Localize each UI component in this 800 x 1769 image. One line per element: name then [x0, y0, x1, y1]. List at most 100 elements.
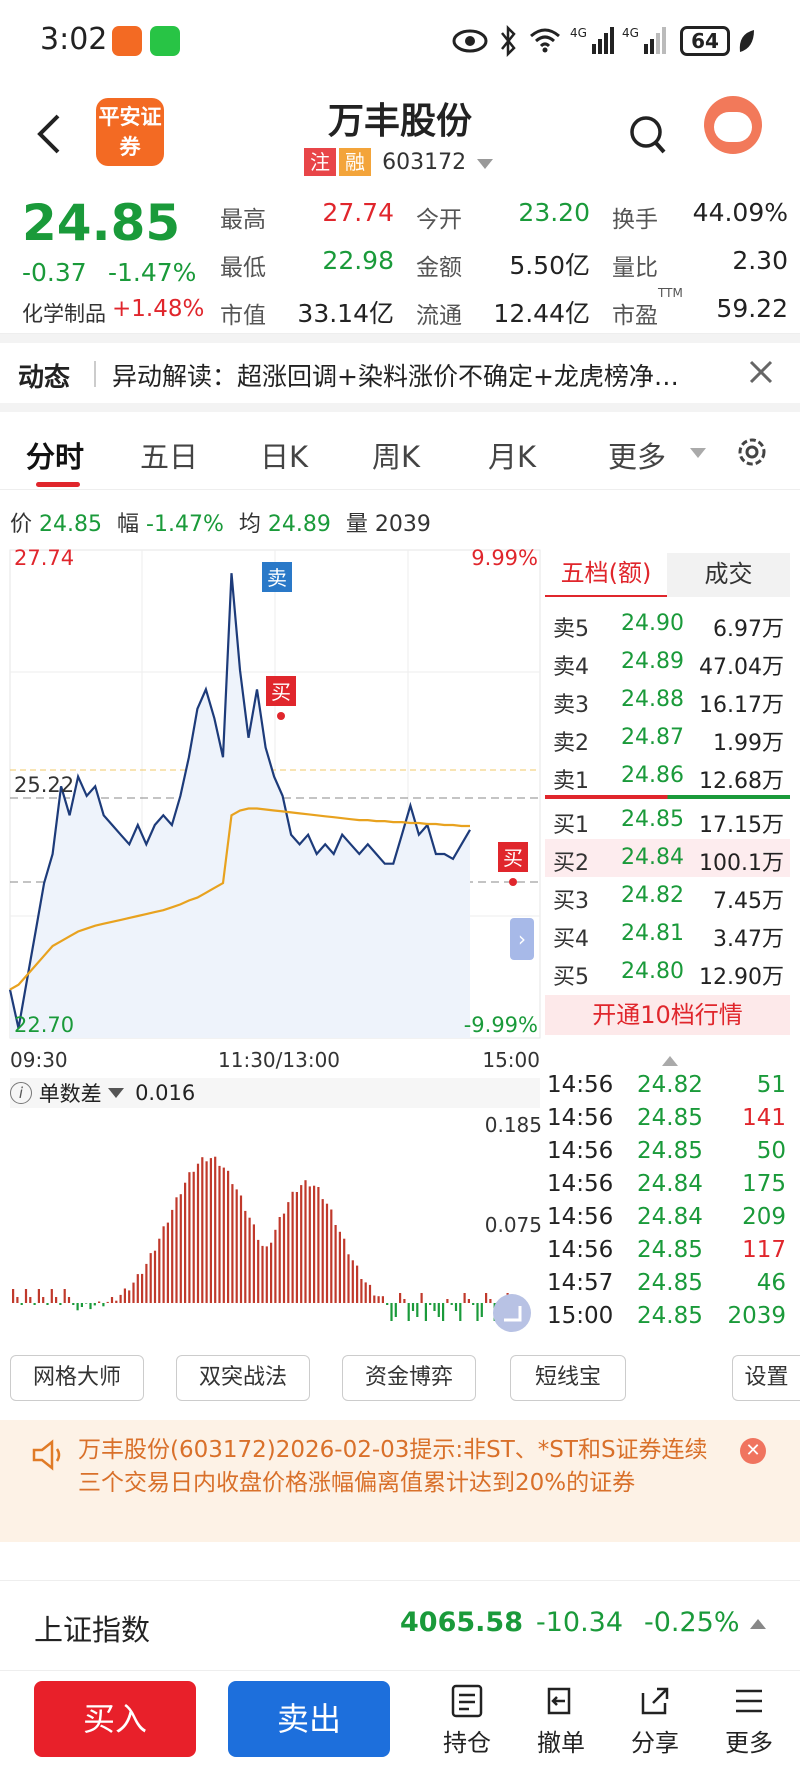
- tab-more[interactable]: 更多: [608, 440, 667, 474]
- indicator-bar: [179, 1194, 182, 1303]
- indicator-bar: [282, 1213, 286, 1303]
- grid-master-button[interactable]: 网格大师: [10, 1355, 144, 1401]
- tab-weekly-k[interactable]: 周K: [372, 440, 421, 474]
- ask-amount: 47.04万: [699, 655, 784, 680]
- tools-settings-button[interactable]: 设置: [732, 1355, 800, 1401]
- bluetooth-icon: [501, 24, 516, 58]
- fund-game-button[interactable]: 资金博弈: [342, 1355, 476, 1401]
- indicator-value: 0.016: [135, 1081, 196, 1105]
- amount-value: 5.50亿: [509, 251, 590, 280]
- ask-row[interactable]: 卖1 24.86 12.68万: [545, 757, 790, 795]
- news-text[interactable]: 异动解读：超涨回调+染料涨价不确定+龙虎榜净…: [112, 362, 679, 391]
- ask-row[interactable]: 卖5 24.90 6.97万: [545, 605, 790, 643]
- chevron-up-icon[interactable]: [662, 1056, 678, 1066]
- indicator-bar: [128, 1290, 131, 1303]
- short-term-button[interactable]: 短线宝: [510, 1355, 626, 1401]
- bid-row[interactable]: 买4 24.81 3.47万: [545, 915, 790, 953]
- buy-marker-2[interactable]: 买: [498, 842, 528, 886]
- bid-row[interactable]: 买1 24.85 17.15万: [545, 801, 790, 839]
- signal-4g-icon: 4G: [570, 26, 614, 54]
- indicator-bar: [295, 1192, 298, 1303]
- buy-marker[interactable]: 买: [266, 676, 296, 720]
- indicator-bar: [149, 1253, 152, 1303]
- close-icon[interactable]: ✕: [740, 1438, 766, 1464]
- indicator-bar: [308, 1186, 311, 1303]
- double-break-button[interactable]: 双突战法: [176, 1355, 310, 1401]
- depth-tab-amount[interactable]: 五档(额): [545, 553, 667, 597]
- menu-icon: [736, 1689, 762, 1713]
- indicator-bar: [50, 1289, 53, 1303]
- bid-row[interactable]: 买2 24.84 100.1万: [545, 839, 790, 877]
- index-bar[interactable]: 上证指数 4065.58 -10.34 -0.25%: [0, 1580, 800, 1670]
- chart-max-label: 27.74: [14, 546, 74, 570]
- sector-name[interactable]: 化学制品: [22, 302, 106, 326]
- more-button[interactable]: 更多: [714, 1683, 784, 1758]
- tick-volume: 50: [756, 1138, 786, 1164]
- fullscreen-button[interactable]: [493, 1294, 531, 1332]
- expand-handle[interactable]: [510, 918, 534, 960]
- tick-time: 14:56: [547, 1138, 614, 1164]
- ask-row[interactable]: 卖3 24.88 16.17万: [545, 681, 790, 719]
- tab-monthly-k[interactable]: 月K: [488, 440, 537, 474]
- bid-level: 买2: [553, 851, 589, 876]
- indicator-bar: [166, 1222, 169, 1303]
- info-icon: i: [10, 1082, 32, 1104]
- share-button[interactable]: 分享: [620, 1683, 690, 1758]
- indicator-bar: [489, 1299, 492, 1303]
- indicator-bar: [317, 1187, 320, 1303]
- spread-divider: [545, 795, 790, 799]
- open-value: 23.20: [518, 198, 590, 227]
- notice-text[interactable]: 万丰股份(603172)2026-02-03提示:非ST、*ST和S证券连续三个…: [78, 1437, 708, 1496]
- indicator-bar: [132, 1282, 135, 1303]
- intraday-chart-svg[interactable]: 卖 买 买 27.74 25.22 22.70 9.99% -9.99% ›: [0, 540, 545, 1040]
- assistant-avatar[interactable]: [704, 96, 762, 154]
- sell-marker[interactable]: 卖: [262, 562, 292, 592]
- indicator-bar: [373, 1295, 376, 1303]
- tick-price: 24.84: [637, 1204, 703, 1230]
- svg-text:买: 买: [503, 846, 523, 870]
- more-label: 更多: [725, 1729, 773, 1757]
- indicator-bar: [110, 1297, 114, 1303]
- cursor-info: 价 24.85 幅 -1.47% 均 24.89 量 2039: [10, 506, 431, 538]
- tab-five-day[interactable]: 五日: [140, 440, 199, 474]
- float-label: 流通: [416, 303, 462, 329]
- indicator-header[interactable]: i 单数差 0.016: [10, 1078, 540, 1108]
- tick-time: 14:56: [547, 1105, 614, 1131]
- open-ten-level-button[interactable]: 开通10档行情: [545, 995, 790, 1035]
- depth-tab-trades[interactable]: 成交: [667, 553, 790, 597]
- chevron-right-icon: ›: [518, 927, 526, 951]
- bid-row[interactable]: 买3 24.82 7.45万: [545, 877, 790, 915]
- holdings-button[interactable]: 持仓: [432, 1683, 502, 1758]
- tab-intraday[interactable]: 分时: [26, 440, 85, 474]
- gear-icon[interactable]: [734, 434, 770, 470]
- indicator-bar: [55, 1297, 58, 1303]
- intraday-chart[interactable]: 卖 买 买 27.74 25.22 22.70 9.99% -9.99% ›: [0, 540, 545, 1040]
- ask-amount: 1.99万: [713, 731, 784, 756]
- ask-level: 卖5: [553, 617, 589, 642]
- back-icon[interactable]: [34, 112, 64, 156]
- tab-daily-k[interactable]: 日K: [260, 440, 309, 474]
- news-ticker[interactable]: 动态 异动解读：超涨回调+染料涨价不确定+龙虎榜净…: [0, 343, 800, 403]
- indicator-bar: [76, 1303, 79, 1311]
- ask-row[interactable]: 卖4 24.89 47.04万: [545, 643, 790, 681]
- close-icon[interactable]: [748, 359, 774, 385]
- indicator-bar: [300, 1185, 303, 1303]
- indicator-bar: [227, 1170, 230, 1303]
- search-icon[interactable]: [628, 114, 668, 158]
- indicator-bar: [231, 1184, 234, 1303]
- cancel-order-button[interactable]: 撤单: [526, 1683, 596, 1758]
- tick-row: 14:56 24.84 175: [545, 1169, 790, 1202]
- indicator-bar: [72, 1303, 75, 1305]
- ask-row[interactable]: 卖2 24.87 1.99万: [545, 719, 790, 757]
- indicator-bar: [102, 1303, 105, 1307]
- bid-price: 24.80: [621, 959, 684, 984]
- buy-button[interactable]: 买入: [34, 1681, 196, 1757]
- sell-button[interactable]: 卖出: [228, 1681, 390, 1757]
- tick-volume: 175: [742, 1171, 786, 1197]
- tick-row: 14:56 24.82 51: [545, 1070, 790, 1103]
- tick-time: 15:00: [547, 1303, 614, 1329]
- open-label: 今开: [416, 207, 462, 233]
- bid-row[interactable]: 买5 24.80 12.90万: [545, 953, 790, 991]
- stock-code-row[interactable]: 注融 603172: [304, 148, 494, 178]
- chart-mid-label: 25.22: [14, 773, 74, 797]
